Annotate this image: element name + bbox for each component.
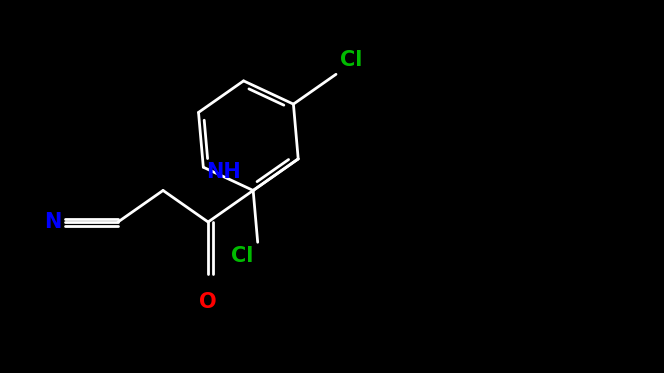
Text: Cl: Cl xyxy=(231,246,254,266)
Text: N: N xyxy=(44,212,61,232)
Text: O: O xyxy=(199,292,217,312)
Text: Cl: Cl xyxy=(340,50,363,70)
Text: NH: NH xyxy=(207,163,241,182)
